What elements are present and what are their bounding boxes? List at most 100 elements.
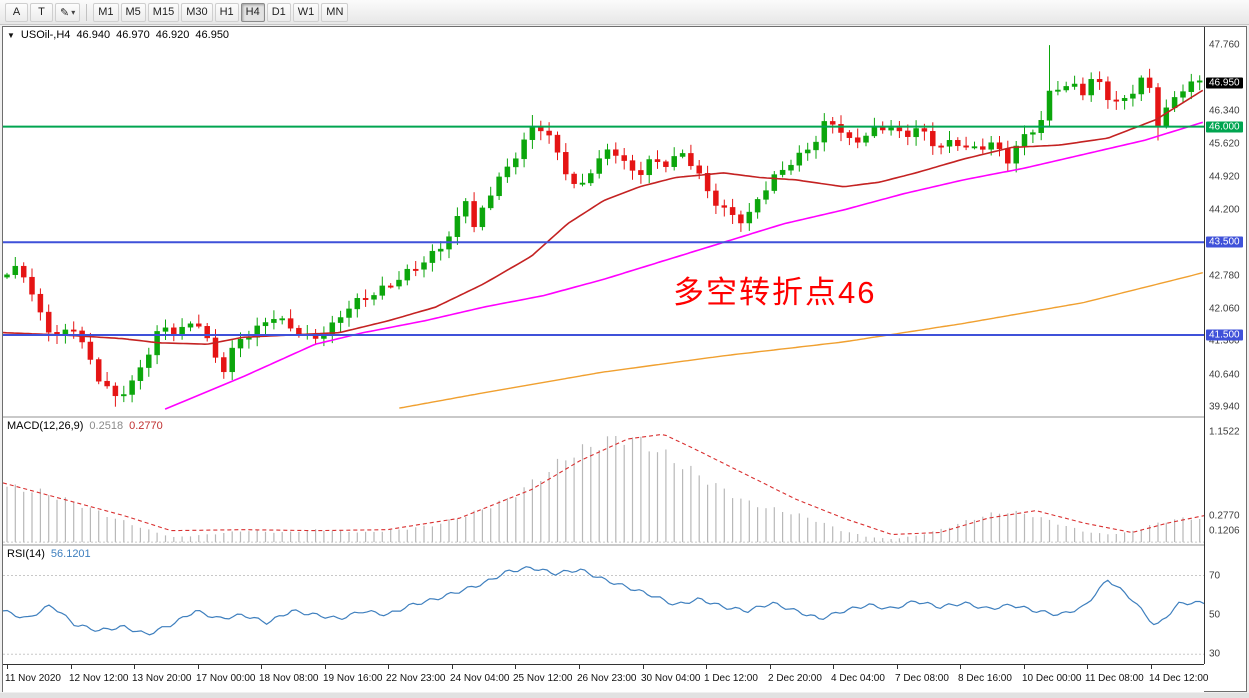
time-axis-tick — [515, 665, 516, 669]
price-axis-tick: 44.200 — [1209, 204, 1240, 216]
price-axis-tick: 42.060 — [1209, 303, 1240, 315]
timeframe-m1[interactable]: M1 — [93, 2, 119, 22]
time-axis-label: 11 Nov 2020 — [5, 673, 61, 684]
rsi-label: RSI(14) — [7, 548, 45, 560]
rsi-canvas[interactable] — [3, 546, 1204, 664]
time-axis-label: 19 Nov 16:00 — [323, 673, 383, 684]
ohlc-open: 46.940 — [76, 29, 111, 41]
time-axis-label: 30 Nov 04:00 — [641, 673, 701, 684]
price-axis-tick: 44.920 — [1209, 171, 1240, 183]
price-axis[interactable]: 47.760 46.340 45.620 44.920 44.200 42.780 42.0… — [1204, 27, 1246, 664]
time-axis-label: 10 Dec 00:00 — [1022, 673, 1082, 684]
time-axis-label: 22 Nov 23:00 — [386, 673, 446, 684]
time-axis-tick — [1087, 665, 1088, 669]
ohlc-high: 46.970 — [116, 29, 150, 41]
time-axis-label: 8 Dec 16:00 — [958, 673, 1012, 684]
time-axis-label: 14 Dec 12:00 — [1149, 673, 1209, 684]
macd-title: MACD(12,26,9) 0.2518 0.2770 — [7, 420, 163, 432]
time-axis-tick — [7, 665, 8, 669]
symbol-dropdown-icon[interactable]: ▼ — [7, 30, 15, 40]
chart-annotation[interactable]: 多空转折点46 — [673, 275, 877, 310]
price-badge: 41.500 — [1206, 329, 1243, 341]
time-axis-tick — [960, 665, 961, 669]
timeframe-m5[interactable]: M5 — [120, 2, 146, 22]
rsi-axis-tick: 50 — [1209, 609, 1221, 621]
time-axis-label: 2 Dec 20:00 — [768, 673, 822, 684]
time-axis-tick — [770, 665, 771, 669]
rsi-value: 56.1201 — [50, 548, 91, 560]
rsi-axis-tick: 70 — [1209, 570, 1221, 582]
draw-tool-button[interactable]: ✎ ▾ — [55, 2, 81, 22]
tool-t-button[interactable]: T — [30, 2, 53, 22]
timeframe-m30[interactable]: M30 — [181, 2, 213, 22]
timeframe-m15[interactable]: M15 — [147, 2, 180, 22]
price-axis-tick: 41.360 — [1209, 335, 1240, 347]
tool-a-button[interactable]: A — [5, 2, 28, 22]
time-axis-label: 26 Nov 23:00 — [577, 673, 637, 684]
rsi-title: RSI(14) 56.1201 — [7, 548, 91, 560]
macd-axis-tick: 0.1206 — [1209, 525, 1240, 537]
time-axis-tick — [325, 665, 326, 669]
time-axis-label: 25 Nov 12:00 — [513, 673, 573, 684]
main-chart-canvas[interactable] — [3, 27, 1204, 416]
timeframe-w1[interactable]: W1 — [292, 2, 320, 22]
time-axis-tick — [579, 665, 580, 669]
rsi-axis-tick: 30 — [1209, 648, 1221, 660]
time-axis-label: 11 Dec 08:00 — [1085, 673, 1144, 684]
macd-label: MACD(12,26,9) — [7, 420, 84, 432]
time-axis-label: 1 Dec 12:00 — [704, 673, 758, 684]
time-axis-tick — [833, 665, 834, 669]
price-axis-tick: 46.340 — [1209, 105, 1240, 117]
time-axis-label: 24 Nov 04:00 — [450, 673, 510, 684]
time-axis-tick — [897, 665, 898, 669]
timeframe-h1[interactable]: H1 — [214, 2, 239, 22]
chart-symbol: USOil-,H4 — [20, 29, 71, 41]
main-chart-panel[interactable]: ▼ USOil-,H4 46.940 46.970 46.920 46.950 … — [3, 27, 1204, 416]
time-axis-tick — [1151, 665, 1152, 669]
timeframe-mn[interactable]: MN — [321, 2, 349, 22]
price-badge: 43.500 — [1206, 236, 1243, 248]
ohlc-low: 46.920 — [155, 29, 190, 41]
macd-axis-tick: 1.1522 — [1209, 426, 1240, 438]
timeframe-h4[interactable]: H4 — [240, 2, 265, 22]
dropdown-caret-icon: ▾ — [71, 7, 76, 17]
toolbar-tools: A T ✎ ▾ — [5, 2, 81, 22]
panel-separator-macd[interactable] — [3, 416, 1246, 418]
macd-canvas[interactable] — [3, 418, 1204, 544]
time-axis-label: 13 Nov 20:00 — [132, 673, 192, 684]
macd-value-main: 0.2518 — [89, 420, 124, 432]
time-axis-tick — [643, 665, 644, 669]
macd-panel[interactable]: MACD(12,26,9) 0.2518 0.2770 — [3, 418, 1204, 544]
price-axis-tick: 39.940 — [1209, 401, 1240, 413]
timeframe-buttons: M1 M5 M15 M30 H1 H4 D1 W1 MN — [93, 2, 349, 22]
time-axis-tick — [261, 665, 262, 669]
panel-separator-rsi[interactable] — [3, 544, 1246, 546]
chart-window: ▼ USOil-,H4 46.940 46.970 46.920 46.950 … — [2, 26, 1247, 692]
price-badge: 46.950 — [1206, 77, 1243, 89]
time-axis-label: 12 Nov 12:00 — [69, 673, 129, 684]
timeframe-d1[interactable]: D1 — [266, 2, 291, 22]
time-axis-tick — [452, 665, 453, 669]
price-axis-tick: 42.780 — [1209, 270, 1240, 282]
time-axis-tick — [706, 665, 707, 669]
time-axis-tick — [198, 665, 199, 669]
bottom-edge — [0, 693, 1249, 698]
toolbar-separator — [86, 3, 88, 21]
macd-axis-tick: 0.2770 — [1209, 510, 1240, 522]
time-axis-label: 18 Nov 08:00 — [259, 673, 319, 684]
time-axis[interactable]: 11 Nov 2020 12 Nov 12:00 13 Nov 20:00 17 No… — [3, 664, 1209, 692]
toolbar: A T ✎ ▾ M1 M5 M15 M30 H1 H4 D1 W1 MN — [0, 0, 1249, 25]
time-axis-label: 4 Dec 04:00 — [831, 673, 885, 684]
time-axis-tick — [388, 665, 389, 669]
ohlc-close: 46.950 — [195, 29, 230, 41]
rsi-panel[interactable]: RSI(14) 56.1201 — [3, 546, 1204, 664]
time-axis-tick — [1024, 665, 1025, 669]
price-axis-tick: 45.620 — [1209, 138, 1240, 150]
price-badge: 46.000 — [1206, 121, 1243, 133]
price-axis-tick: 40.640 — [1209, 369, 1240, 381]
time-axis-tick — [134, 665, 135, 669]
time-axis-tick — [71, 665, 72, 669]
macd-value-signal: 0.2770 — [129, 420, 163, 432]
price-axis-tick: 47.760 — [1209, 39, 1240, 51]
